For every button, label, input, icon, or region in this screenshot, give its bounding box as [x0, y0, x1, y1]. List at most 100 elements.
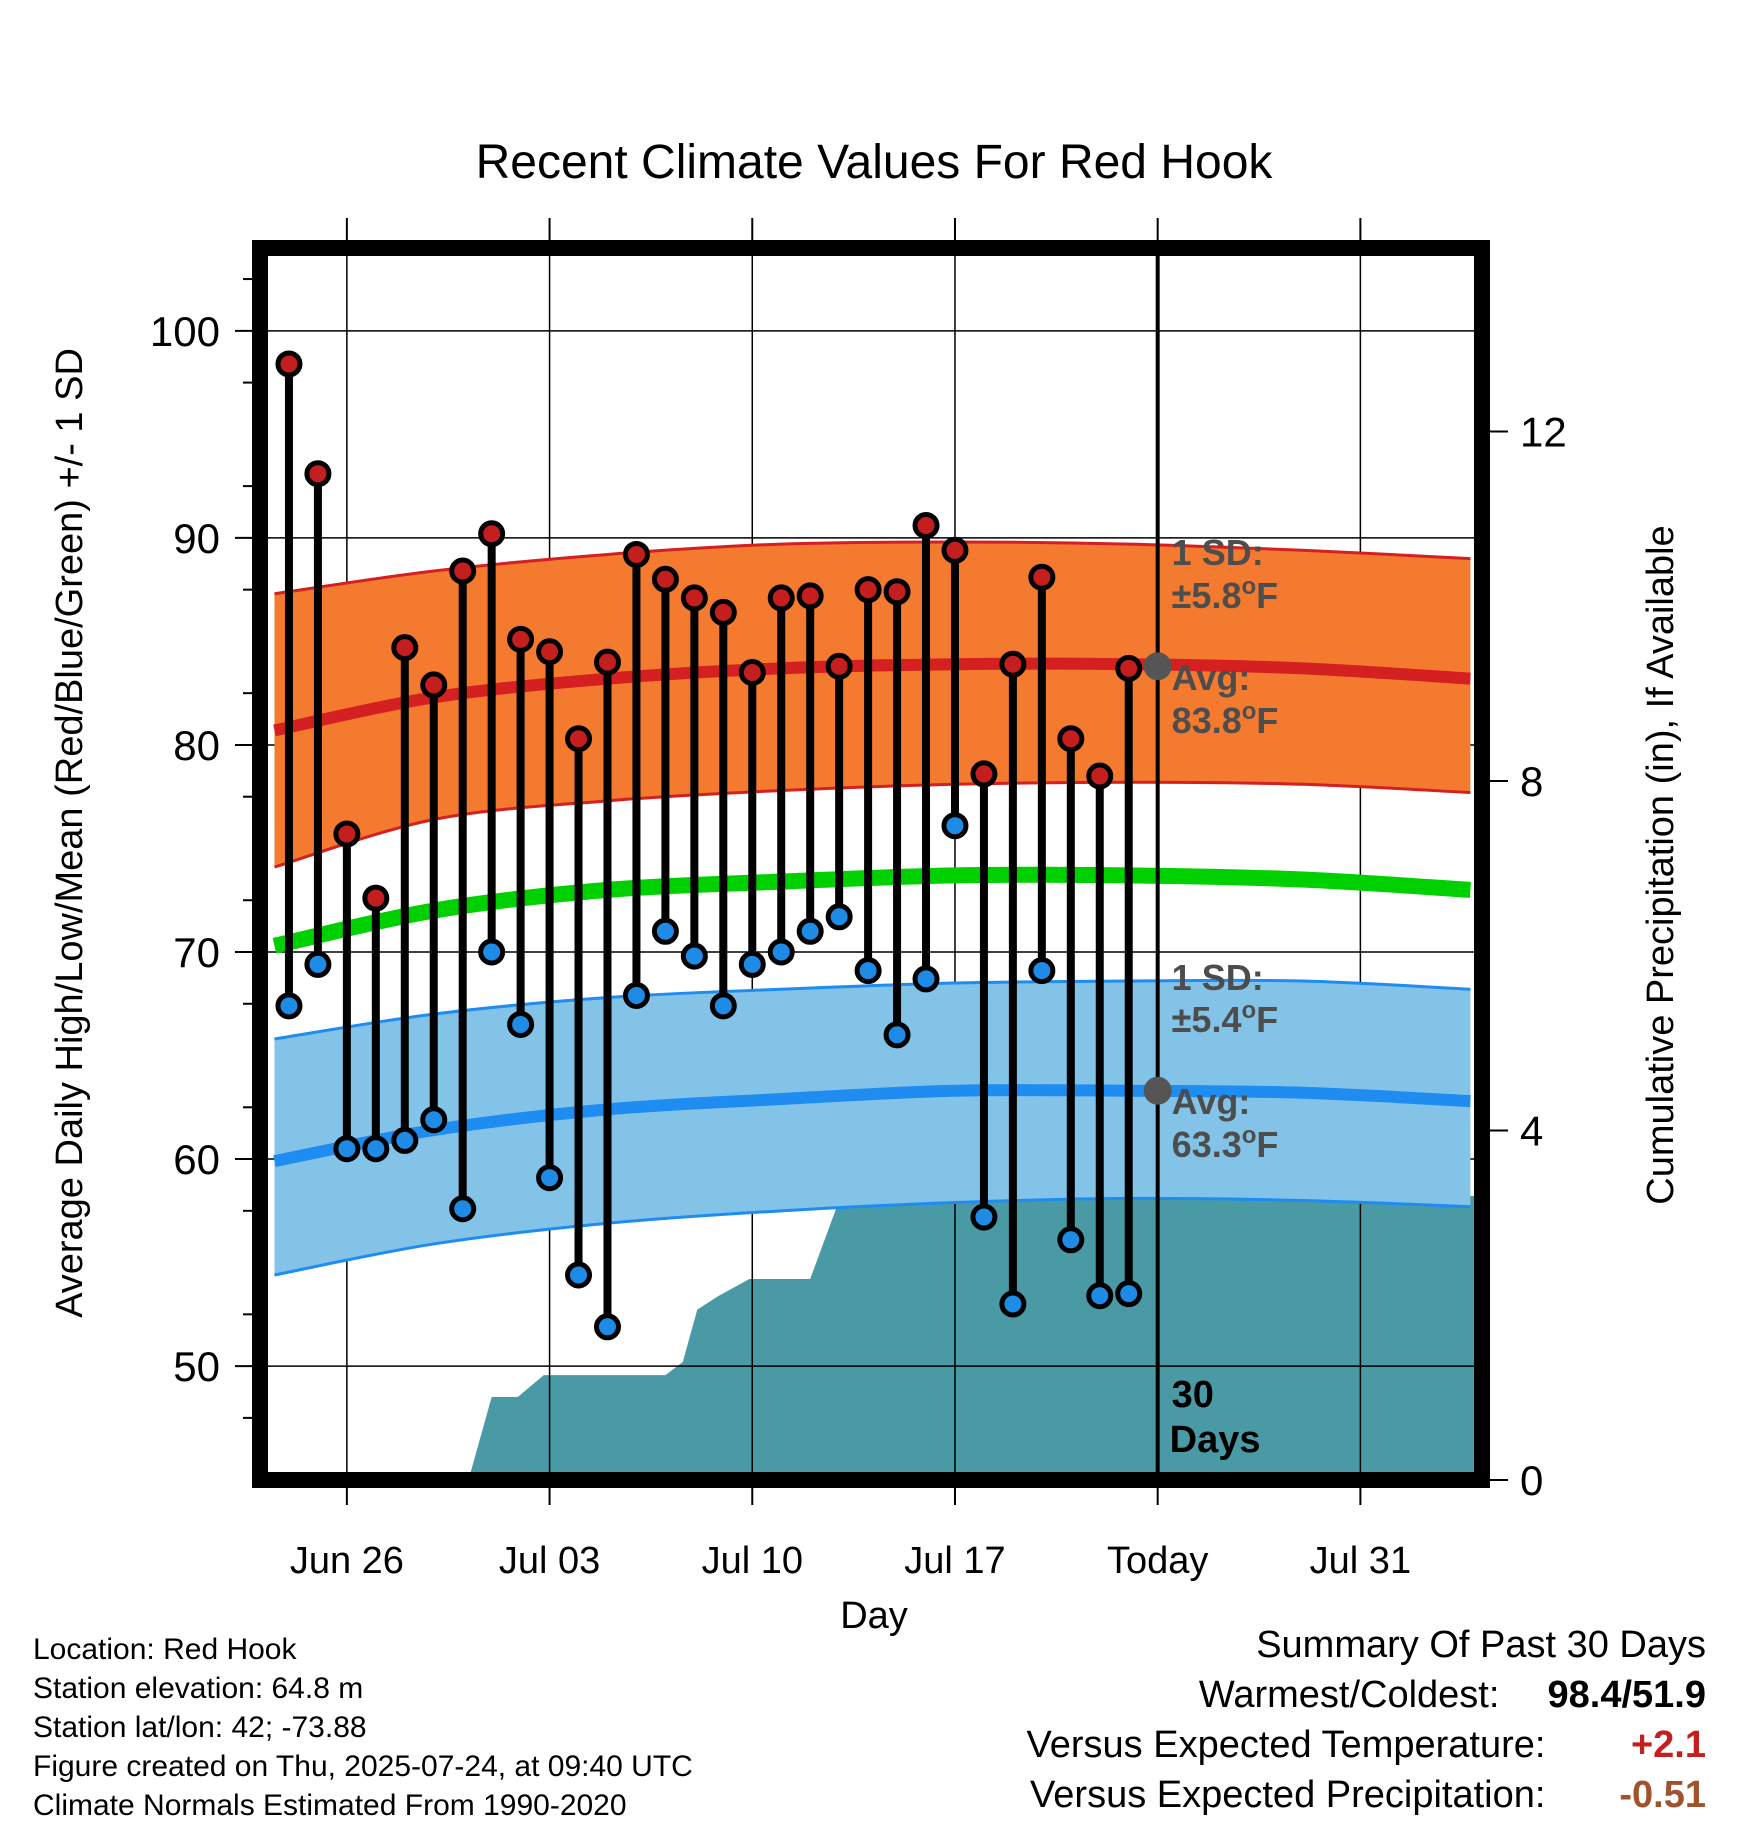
- daily-high-point: [449, 557, 477, 585]
- low-sd-lower-line: [274, 1196, 1471, 1277]
- high-avg-marker: [1143, 652, 1172, 681]
- daily-high-point: [941, 536, 969, 564]
- daily-low-point: [536, 1164, 564, 1192]
- daily-low-point: [854, 957, 882, 985]
- low-sd-value: ±5.4oF: [1172, 997, 1278, 1040]
- daily-low-point: [593, 1313, 621, 1341]
- normal-mean-line: [272, 866, 1471, 954]
- daily-low-point: [970, 1203, 998, 1231]
- temp-label: Versus Expected Temperature:: [1026, 1724, 1546, 1766]
- daily-low-point: [391, 1126, 419, 1154]
- plot-frame: [252, 240, 1490, 1488]
- daily-low-point: [912, 965, 940, 993]
- daily-low-point: [1057, 1226, 1085, 1254]
- station-info: Location: Red Hook Station elevation: 64…: [33, 1630, 693, 1825]
- daily-low-point: [333, 1135, 361, 1163]
- high-avg-label: Avg:: [1172, 657, 1251, 698]
- daily-high-point: [1086, 762, 1114, 790]
- precip-tick-label: 0: [1520, 1457, 1543, 1504]
- daily-high-point: [333, 820, 361, 848]
- high-sd-value: ±5.8oF: [1172, 573, 1278, 616]
- location-text: Location: Red Hook: [33, 1633, 297, 1666]
- high-sd-label: 1 SD:: [1172, 532, 1264, 573]
- daily-high-point: [1028, 563, 1056, 591]
- precip-tick-label: 4: [1520, 1107, 1543, 1154]
- daily-high-point: [912, 511, 940, 539]
- daily-low-point: [883, 1021, 911, 1049]
- daily-low-point: [362, 1135, 390, 1163]
- y-tick-label: 70: [173, 929, 220, 976]
- daily-low-point: [825, 903, 853, 931]
- chart-title: Recent Climate Values For Red Hook: [476, 136, 1274, 189]
- y-tick-label: 60: [173, 1136, 220, 1183]
- low-avg-label: Avg:: [1172, 1081, 1251, 1122]
- daily-high-point: [796, 582, 824, 610]
- precip-area: [468, 1196, 1482, 1480]
- x-tick-label: Jul 03: [499, 1540, 600, 1582]
- daily-low-point: [680, 942, 708, 970]
- daily-low-point: [767, 938, 795, 966]
- temp-departure-value: +2.1: [1630, 1724, 1706, 1766]
- daily-high-point: [651, 565, 679, 593]
- latlon-text: Station lat/lon: 42; -73.88: [33, 1711, 367, 1744]
- x-tick-label: Jun 26: [290, 1540, 404, 1582]
- precip-tick-label: 12: [1520, 408, 1567, 455]
- x-tick-label: Jul 17: [904, 1540, 1005, 1582]
- daily-high-point: [593, 648, 621, 676]
- normal-bands: [272, 540, 1471, 1277]
- elevation-text: Station elevation: 64.8 m: [33, 1672, 364, 1705]
- daily-high-point: [854, 576, 882, 604]
- y-axis-label-right: Cumulative Precipitation (in), If Availa…: [1640, 525, 1682, 1204]
- daily-high-point: [767, 584, 795, 612]
- daily-high-point: [1115, 654, 1143, 682]
- daily-low-point: [622, 981, 650, 1009]
- daily-high-point: [680, 584, 708, 612]
- daily-high-point: [999, 650, 1027, 678]
- precip-departure-value: -0.51: [1619, 1774, 1706, 1816]
- daily-high-point: [825, 652, 853, 680]
- daily-high-point: [970, 760, 998, 788]
- y-tick-label: 80: [173, 722, 220, 769]
- daily-high-point: [883, 578, 911, 606]
- daily-high-point: [362, 884, 390, 912]
- low-sd-band: [274, 980, 1471, 1276]
- y-tick-label: 50: [173, 1343, 220, 1390]
- x-tick-label: Jul 10: [702, 1540, 803, 1582]
- x-tick-label: Today: [1107, 1540, 1208, 1582]
- summary-title: Summary Of Past 30 Days: [1256, 1624, 1706, 1666]
- warmest-label: Warmest/Coldest:: [1198, 1674, 1500, 1716]
- daily-low-point: [478, 938, 506, 966]
- created-text: Figure created on Thu, 2025-07-24, at 09…: [33, 1750, 693, 1783]
- daily-low-point: [738, 950, 766, 978]
- summary-warmest-row: Warmest/Coldest: 98.4/51.9: [1027, 1670, 1706, 1720]
- daily-low-point: [449, 1195, 477, 1223]
- daily-high-point: [738, 658, 766, 686]
- daily-low-point: [999, 1290, 1027, 1318]
- daily-low-point: [275, 992, 303, 1020]
- days-word-label: Days: [1170, 1419, 1261, 1461]
- y-tick-label: 90: [173, 515, 220, 562]
- daily-low-point: [420, 1106, 448, 1134]
- daily-low-point: [1028, 957, 1056, 985]
- normals-text: Climate Normals Estimated From 1990-2020: [33, 1789, 627, 1822]
- daily-low-point: [304, 950, 332, 978]
- daily-low-point: [1086, 1282, 1114, 1310]
- daily-high-point: [622, 540, 650, 568]
- daily-high-point: [709, 598, 737, 626]
- daily-low-point: [651, 917, 679, 945]
- y-axis-label-left: Average Daily High/Low/Mean (Red/Blue/Gr…: [49, 348, 91, 1318]
- daily-high-point: [1057, 725, 1085, 753]
- daily-low-point: [1115, 1280, 1143, 1308]
- summary-panel: Summary Of Past 30 Days Warmest/Coldest:…: [1027, 1620, 1706, 1820]
- daily-high-point: [536, 638, 564, 666]
- high-sd-band: [274, 542, 1471, 868]
- y-tick-label: 100: [150, 308, 220, 355]
- daily-low-point: [941, 812, 969, 840]
- daily-low-point: [796, 917, 824, 945]
- warmest-value: 98.4/51.9: [1547, 1674, 1706, 1716]
- precip-tick-label: 8: [1520, 758, 1543, 805]
- summary-temp-row: Versus Expected Temperature: +2.1: [1027, 1720, 1706, 1770]
- daily-high-point: [304, 460, 332, 488]
